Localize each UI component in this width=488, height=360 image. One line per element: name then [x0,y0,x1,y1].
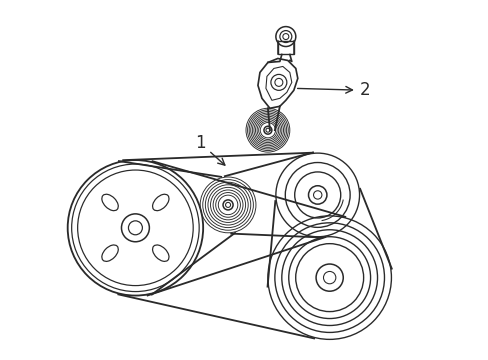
Text: 1: 1 [195,134,224,165]
Text: 2: 2 [297,81,369,99]
